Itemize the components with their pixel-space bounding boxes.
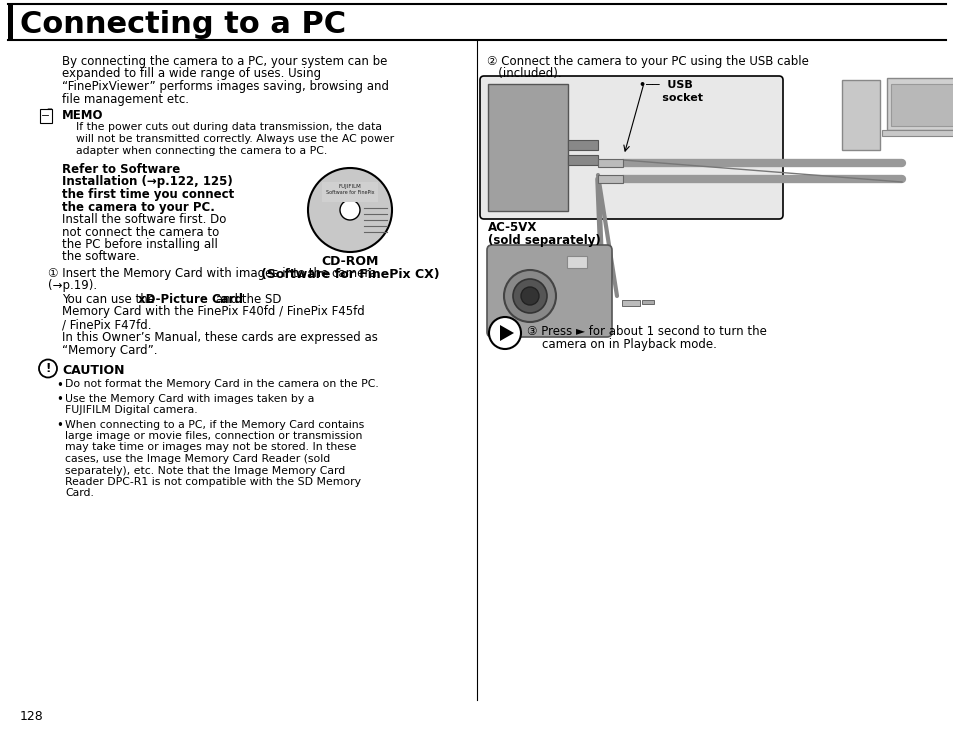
Bar (841, 80, 879, 150)
Bar (567, 140, 598, 150)
Text: By connecting the camera to a PC, your system can be: By connecting the camera to a PC, your s… (62, 55, 387, 68)
Text: Memory Card with the FinePix F40fd / FinePix F45fd: Memory Card with the FinePix F40fd / Fin… (62, 306, 364, 319)
Text: Installation (→p.122, 125): Installation (→p.122, 125) (62, 175, 233, 189)
Text: FUJIFILM Digital camera.: FUJIFILM Digital camera. (65, 405, 197, 415)
Bar (567, 155, 598, 165)
Text: When connecting to a PC, if the Memory Card contains: When connecting to a PC, if the Memory C… (65, 420, 364, 430)
Text: •: • (56, 420, 63, 433)
Text: the first time you connect: the first time you connect (62, 188, 234, 201)
Circle shape (503, 270, 556, 322)
Text: 128: 128 (20, 710, 44, 723)
Text: will not be transmitted correctly. Always use the AC power: will not be transmitted correctly. Alway… (76, 134, 394, 144)
Circle shape (308, 168, 392, 252)
Text: Install the software first. Do: Install the software first. Do (62, 213, 226, 226)
Text: (included).: (included). (486, 67, 561, 81)
Bar (40, 109, 52, 123)
Text: expanded to fill a wide range of uses. Using: expanded to fill a wide range of uses. U… (62, 67, 321, 81)
Polygon shape (499, 325, 514, 341)
Bar (598, 175, 622, 183)
Text: MEMO: MEMO (62, 109, 103, 122)
Circle shape (339, 200, 359, 220)
Text: •: • (56, 393, 63, 406)
Bar (621, 300, 639, 306)
Text: not connect the camera to: not connect the camera to (62, 226, 219, 239)
Text: If the power cuts out during data transmission, the data: If the power cuts out during data transm… (76, 122, 381, 132)
Bar (886, 78, 953, 130)
Text: xD-Picture Card: xD-Picture Card (138, 293, 243, 306)
Text: socket: socket (639, 93, 702, 103)
Text: the software.: the software. (62, 251, 139, 263)
Circle shape (39, 359, 57, 378)
Text: large image or movie files, connection or transmission: large image or movie files, connection o… (65, 431, 362, 441)
Bar (598, 159, 622, 167)
Text: Software for FinePix: Software for FinePix (325, 190, 374, 195)
Text: Refer to Software: Refer to Software (62, 163, 180, 176)
Text: ③ Press ► for about 1 second to turn the: ③ Press ► for about 1 second to turn the (526, 325, 766, 338)
Text: Do not format the Memory Card in the camera on the PC.: Do not format the Memory Card in the cam… (65, 379, 378, 389)
Text: •: • (56, 379, 63, 392)
Text: AC-5VX: AC-5VX (488, 221, 537, 234)
Text: (sold separately): (sold separately) (488, 234, 600, 247)
Circle shape (513, 279, 546, 313)
Text: You can use the: You can use the (62, 293, 158, 306)
Text: Connecting to a PC: Connecting to a PC (20, 10, 346, 39)
Text: Card.: Card. (65, 488, 93, 498)
Text: Reader DPC-R1 is not compatible with the SD Memory: Reader DPC-R1 is not compatible with the… (65, 477, 360, 487)
Text: / FinePix F47fd.: / FinePix F47fd. (62, 318, 152, 331)
Bar (641, 300, 654, 304)
Bar (882, 130, 953, 136)
Text: and the SD: and the SD (212, 293, 281, 306)
Polygon shape (48, 109, 52, 113)
Bar (890, 84, 953, 126)
Bar (8, 4, 13, 40)
Circle shape (520, 287, 538, 305)
Text: the camera to your PC.: the camera to your PC. (62, 201, 214, 214)
Text: file management etc.: file management etc. (62, 93, 189, 106)
Text: ② Connect the camera to your PC using the USB cable: ② Connect the camera to your PC using th… (486, 55, 808, 68)
Text: CD-ROM: CD-ROM (321, 255, 378, 268)
Text: In this Owner’s Manual, these cards are expressed as: In this Owner’s Manual, these cards are … (62, 331, 377, 344)
Text: the PC before installing all: the PC before installing all (62, 238, 217, 251)
Text: “Memory Card”.: “Memory Card”. (62, 344, 157, 357)
Text: •──  USB: •── USB (639, 80, 692, 90)
Text: CAUTION: CAUTION (62, 365, 125, 378)
FancyBboxPatch shape (322, 182, 377, 202)
Text: separately), etc. Note that the Image Memory Card: separately), etc. Note that the Image Me… (65, 466, 345, 476)
Circle shape (489, 317, 520, 349)
FancyBboxPatch shape (486, 245, 612, 337)
Text: cases, use the Image Memory Card Reader (sold: cases, use the Image Memory Card Reader … (65, 454, 330, 464)
Text: ① Insert the Memory Card with images into the camera: ① Insert the Memory Card with images int… (48, 267, 376, 280)
Text: may take time or images may not be stored. In these: may take time or images may not be store… (65, 442, 356, 452)
Text: (Software for FinePix CX): (Software for FinePix CX) (260, 268, 438, 281)
Text: Use the Memory Card with images taken by a: Use the Memory Card with images taken by… (65, 393, 314, 403)
Text: (→p.19).: (→p.19). (48, 279, 97, 292)
Text: camera on in Playback mode.: camera on in Playback mode. (526, 338, 716, 351)
Text: adapter when connecting the camera to a PC.: adapter when connecting the camera to a … (76, 146, 327, 156)
Text: FUJIFILM: FUJIFILM (338, 184, 361, 189)
Bar (8, 4, 945, 40)
Text: “FinePixViewer” performs images saving, browsing and: “FinePixViewer” performs images saving, … (62, 80, 389, 93)
Text: !: ! (45, 362, 51, 375)
Bar (488, 84, 567, 211)
FancyBboxPatch shape (479, 76, 782, 219)
Bar (566, 256, 586, 268)
